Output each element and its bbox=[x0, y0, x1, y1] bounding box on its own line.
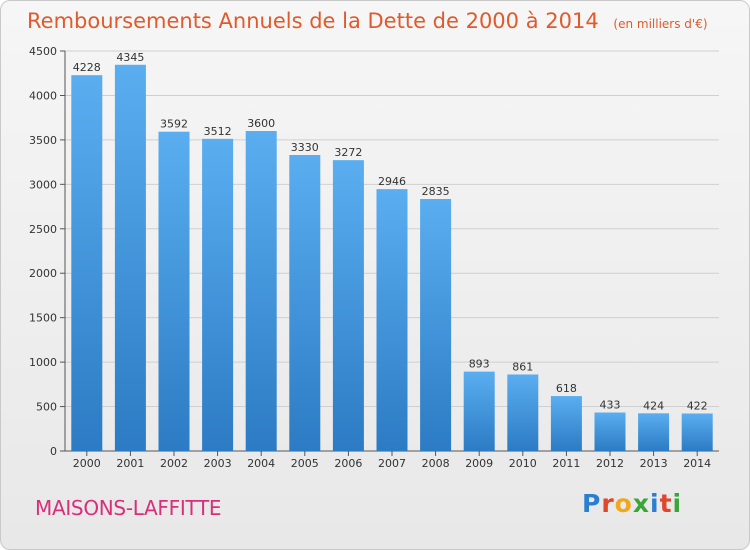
bar bbox=[202, 138, 234, 452]
bar bbox=[638, 413, 670, 451]
logo-letter: P bbox=[582, 489, 602, 518]
bar bbox=[376, 189, 408, 451]
chart-title-text: Remboursements Annuels de la Dette de 20… bbox=[27, 9, 599, 33]
x-tick-label: 2011 bbox=[552, 457, 580, 470]
x-tick-label: 2002 bbox=[160, 457, 188, 470]
bar bbox=[550, 396, 582, 451]
x-tick-label: 2014 bbox=[683, 457, 711, 470]
bar bbox=[681, 413, 713, 451]
logo-letter: r bbox=[601, 489, 615, 518]
bars bbox=[71, 64, 713, 452]
x-tick-label: 2012 bbox=[596, 457, 624, 470]
bar bbox=[71, 75, 103, 451]
x-tick-label: 2013 bbox=[640, 457, 668, 470]
data-label: 3272 bbox=[334, 146, 362, 159]
y-tick-label: 3000 bbox=[29, 178, 57, 191]
data-label: 2946 bbox=[378, 175, 406, 188]
logo-letter: i bbox=[672, 489, 683, 518]
proxiti-logo[interactable]: Proxiti bbox=[582, 489, 682, 518]
y-tick-label: 2000 bbox=[29, 267, 57, 280]
bar bbox=[114, 64, 146, 452]
bar bbox=[245, 131, 277, 451]
logo-letter: o bbox=[614, 489, 633, 518]
x-tick-label: 2005 bbox=[291, 457, 319, 470]
data-labels: 4228 4345 3592 3512 3600 3330 3272 2946 2835 893 8… bbox=[73, 51, 708, 413]
x-tick-label: 2004 bbox=[247, 457, 275, 470]
data-label: 422 bbox=[687, 399, 708, 412]
logo-letter: x bbox=[632, 489, 650, 518]
data-label: 433 bbox=[600, 399, 621, 412]
x-tick-label: 2006 bbox=[334, 457, 362, 470]
data-label: 3512 bbox=[204, 125, 232, 138]
y-tick-label: 1000 bbox=[29, 356, 57, 369]
city-name: MAISONS-LAFFITTE bbox=[35, 496, 222, 520]
data-label: 3592 bbox=[160, 118, 188, 131]
y-tick-label: 4500 bbox=[29, 45, 57, 58]
y-tick-label: 1500 bbox=[29, 312, 57, 325]
y-tick-label: 4000 bbox=[29, 89, 57, 102]
x-tick-label: 2003 bbox=[204, 457, 232, 470]
x-tick-label: 2001 bbox=[116, 457, 144, 470]
y-tick-label: 500 bbox=[36, 401, 57, 414]
x-tick-label: 2009 bbox=[465, 457, 493, 470]
x-tick-label: 2008 bbox=[422, 457, 450, 470]
bar bbox=[463, 371, 495, 451]
data-label: 618 bbox=[556, 382, 577, 395]
logo-letter: t bbox=[659, 489, 673, 518]
data-label: 893 bbox=[469, 358, 490, 371]
data-label: 4228 bbox=[73, 61, 101, 74]
chart-title: Remboursements Annuels de la Dette de 20… bbox=[27, 9, 708, 33]
chart-subtitle: (en milliers d'€) bbox=[613, 17, 708, 31]
bar bbox=[158, 131, 190, 451]
x-tick-label: 2000 bbox=[73, 457, 101, 470]
bar bbox=[420, 199, 452, 451]
x-tick-label: 2010 bbox=[509, 457, 537, 470]
data-label: 2835 bbox=[422, 185, 450, 198]
bar bbox=[507, 374, 539, 451]
data-label: 4345 bbox=[116, 51, 144, 64]
bar bbox=[332, 160, 364, 451]
bar bbox=[594, 412, 626, 451]
y-tick-label: 3500 bbox=[29, 134, 57, 147]
data-label: 3600 bbox=[247, 117, 275, 130]
bar bbox=[289, 155, 321, 451]
logo-letter: i bbox=[650, 489, 660, 518]
y-tick-label: 0 bbox=[50, 445, 57, 458]
y-tick-label: 2500 bbox=[29, 223, 57, 236]
data-label: 424 bbox=[643, 399, 664, 412]
x-tick-label: 2007 bbox=[378, 457, 406, 470]
data-label: 3330 bbox=[291, 141, 319, 154]
data-label: 861 bbox=[512, 360, 533, 373]
